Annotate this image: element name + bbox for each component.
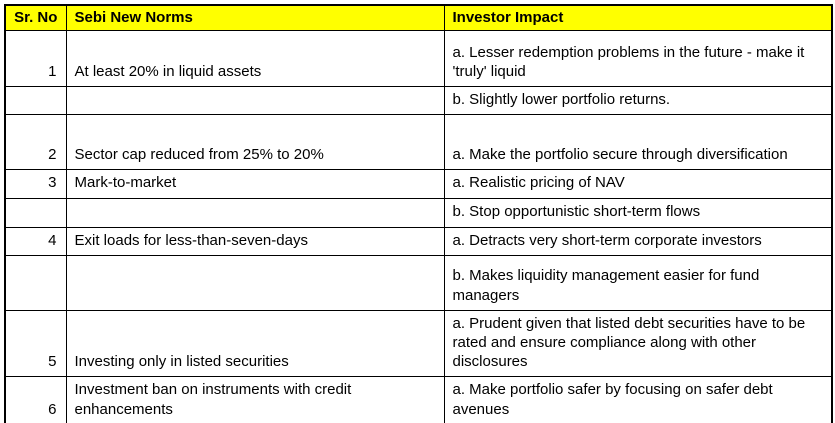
table-row: b. Makes liquidity management easier for… (4, 254, 833, 311)
cell-sr-no (4, 197, 67, 228)
table-row: 4 Exit loads for less-than-seven-days a. D… (4, 226, 833, 256)
column-header-investor-impact: Investor Impact (443, 4, 833, 32)
table-row: 6 Investment ban on instruments with cred… (4, 376, 833, 423)
table-row: 2 Sector cap reduced from 25% to 20% a. Ma… (4, 114, 833, 171)
cell-investor-impact: a. Make the portfolio secure through div… (443, 114, 833, 171)
cell-investor-impact: a. Detracts very short-term corporate in… (443, 226, 833, 256)
cell-sebi-new-norm (65, 86, 445, 116)
column-header-sebi-new-norms: Sebi New Norms (65, 4, 445, 32)
cell-investor-impact: a. Make portfolio safer by focusing on s… (443, 376, 833, 423)
table-row: 3 Mark-to-market a. Realistic pricing of N… (4, 169, 833, 199)
cell-investor-impact: b. Makes liquidity management easier for… (443, 254, 833, 311)
cell-investor-impact: a. Realistic pricing of NAV (443, 169, 833, 199)
cell-sebi-new-norm: Exit loads for less-than-seven-days (65, 226, 445, 256)
cell-sebi-new-norm: Mark-to-market (65, 169, 445, 199)
cell-sr-no: 3 (4, 169, 67, 199)
cell-sebi-new-norm: At least 20% in liquid assets (65, 30, 445, 88)
cell-investor-impact: b. Slightly lower portfolio returns. (443, 86, 833, 116)
cell-sr-no: 5 (4, 309, 67, 378)
table-row: 1 At least 20% in liquid assets a. Lesser … (4, 30, 833, 88)
cell-sr-no: 4 (4, 226, 67, 256)
cell-investor-impact: b. Stop opportunistic short-term flows (443, 197, 833, 228)
cell-sebi-new-norm (65, 197, 445, 228)
cell-sebi-new-norm: Sector cap reduced from 25% to 20% (65, 114, 445, 171)
header-row: Sr. No Sebi New Norms Investor Impact (4, 4, 833, 32)
cell-sr-no: 6 (4, 376, 67, 423)
cell-sr-no: 2 (4, 114, 67, 171)
cell-investor-impact: a. Prudent given that listed debt securi… (443, 309, 833, 378)
cell-sr-no (4, 86, 67, 116)
cell-sebi-new-norm: Investing only in listed securities (65, 309, 445, 378)
cell-sr-no: 1 (4, 30, 67, 88)
cell-sebi-new-norm (65, 254, 445, 311)
table-row: b. Stop opportunistic short-term flows (4, 197, 833, 228)
cell-sr-no (4, 254, 67, 311)
cell-investor-impact: a. Lesser redemption problems in the fut… (443, 30, 833, 88)
table-body: 1 At least 20% in liquid assets a. Lesser … (4, 30, 833, 423)
cell-sebi-new-norm: Investment ban on instruments with credi… (65, 376, 445, 423)
table-row: 5 Investing only in listed securities a. P… (4, 309, 833, 378)
table-row: b. Slightly lower portfolio returns. (4, 86, 833, 116)
column-header-sr-no: Sr. No (4, 4, 67, 32)
